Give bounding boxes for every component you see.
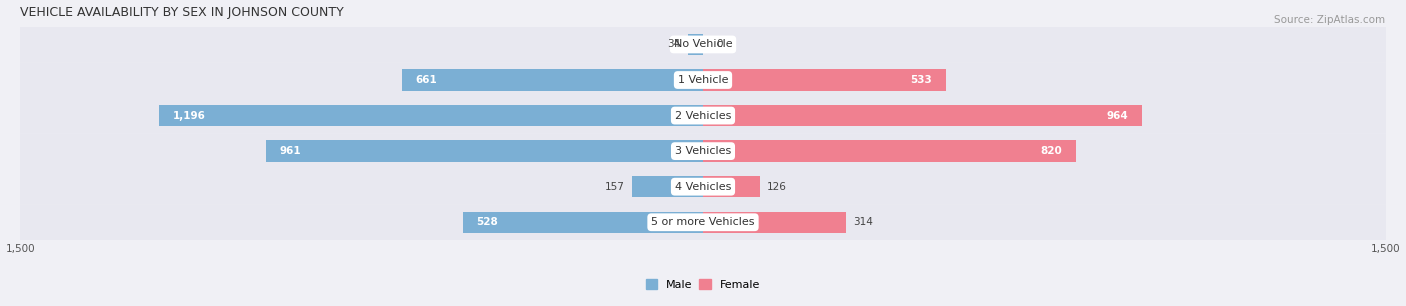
Text: 157: 157 — [605, 182, 624, 192]
Text: 533: 533 — [910, 75, 932, 85]
Bar — [703, 69, 946, 91]
FancyBboxPatch shape — [15, 27, 1391, 62]
Text: 34: 34 — [668, 39, 681, 50]
Bar — [159, 105, 703, 126]
FancyBboxPatch shape — [15, 98, 1391, 133]
Text: 3 Vehicles: 3 Vehicles — [675, 146, 731, 156]
Text: 964: 964 — [1107, 110, 1128, 121]
Text: 820: 820 — [1040, 146, 1063, 156]
Bar — [703, 176, 761, 197]
Bar — [703, 211, 846, 233]
Bar — [631, 176, 703, 197]
Bar — [463, 211, 703, 233]
Text: 0: 0 — [717, 39, 723, 50]
Text: 126: 126 — [768, 182, 787, 192]
FancyBboxPatch shape — [15, 133, 1391, 169]
Text: 2 Vehicles: 2 Vehicles — [675, 110, 731, 121]
Bar — [266, 140, 703, 162]
FancyBboxPatch shape — [15, 169, 1391, 204]
Text: 1 Vehicle: 1 Vehicle — [678, 75, 728, 85]
Bar — [703, 140, 1076, 162]
Legend: Male, Female: Male, Female — [641, 274, 765, 294]
Text: 661: 661 — [416, 75, 437, 85]
Bar — [688, 34, 703, 55]
Text: 961: 961 — [280, 146, 301, 156]
FancyBboxPatch shape — [15, 62, 1391, 98]
Text: No Vehicle: No Vehicle — [673, 39, 733, 50]
Text: 4 Vehicles: 4 Vehicles — [675, 182, 731, 192]
FancyBboxPatch shape — [15, 204, 1391, 240]
Text: Source: ZipAtlas.com: Source: ZipAtlas.com — [1274, 15, 1385, 25]
Text: 314: 314 — [852, 217, 873, 227]
Text: 528: 528 — [477, 217, 498, 227]
Bar — [402, 69, 703, 91]
Bar — [703, 105, 1142, 126]
Text: VEHICLE AVAILABILITY BY SEX IN JOHNSON COUNTY: VEHICLE AVAILABILITY BY SEX IN JOHNSON C… — [20, 6, 344, 19]
Text: 5 or more Vehicles: 5 or more Vehicles — [651, 217, 755, 227]
Text: 1,196: 1,196 — [173, 110, 205, 121]
